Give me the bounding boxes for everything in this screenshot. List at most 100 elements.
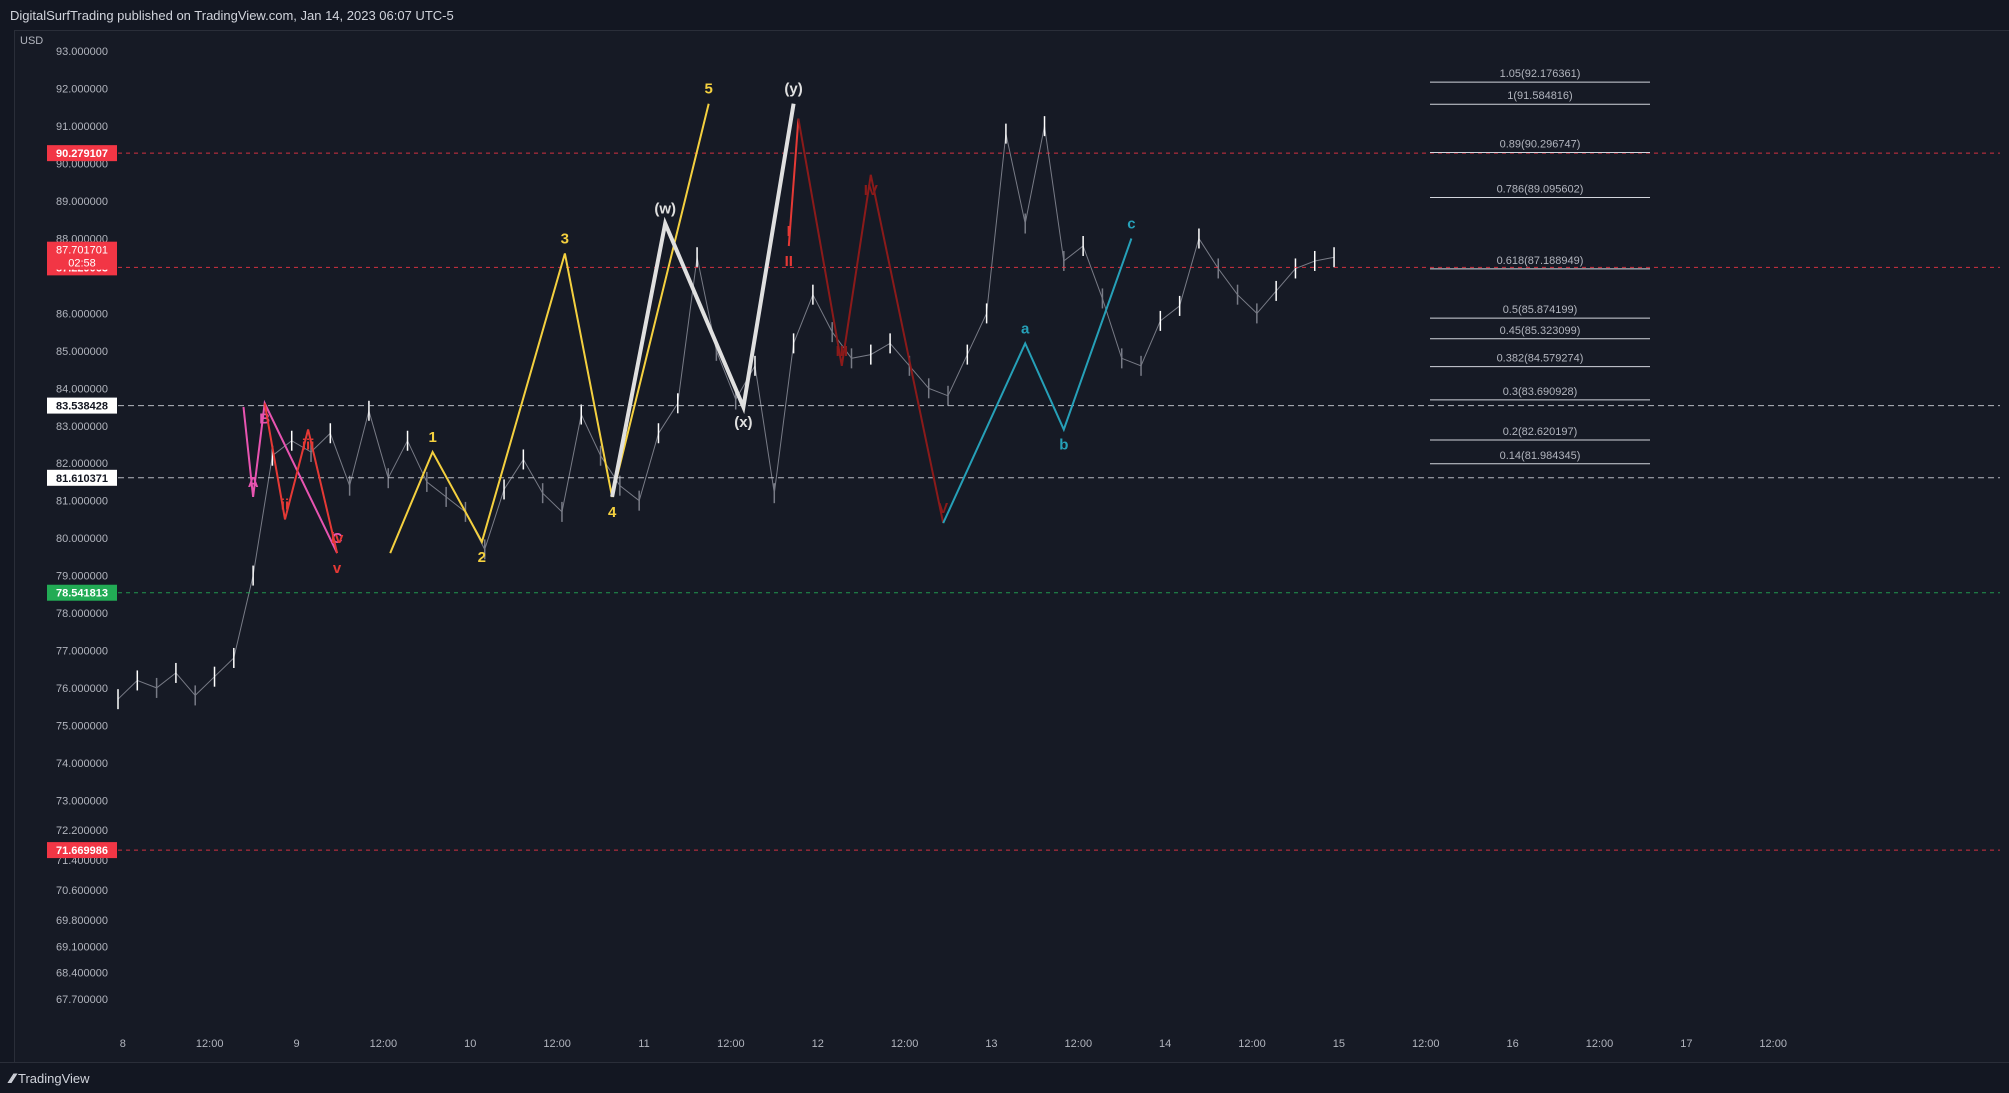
y-tick-label: 91.000000 bbox=[56, 121, 108, 133]
tradingview-logo-icon: ⁄⁄⁄ bbox=[10, 1070, 15, 1086]
wave-label: (y) bbox=[784, 81, 802, 98]
publish-header: DigitalSurfTrading published on TradingV… bbox=[0, 0, 2009, 30]
wave-yellow-path bbox=[389, 103, 710, 554]
wave-label: (x) bbox=[734, 414, 752, 431]
fib-level-label: 0.786(89.095602) bbox=[1497, 183, 1584, 195]
fib-level-label: 0.14(81.984345) bbox=[1500, 450, 1581, 462]
x-tick-label: 12:00 bbox=[1412, 1038, 1440, 1050]
wave-label: 2 bbox=[478, 549, 486, 566]
x-tick-label: 12 bbox=[812, 1038, 824, 1050]
wave-label: c bbox=[1127, 215, 1135, 232]
publish-title: DigitalSurfTrading published on TradingV… bbox=[10, 7, 454, 23]
price-label-text: 90.279107 bbox=[56, 148, 108, 160]
price-label-text: 71.669986 bbox=[56, 845, 108, 857]
fib-level-label: 0.3(83.690928) bbox=[1503, 386, 1578, 398]
price-label-text: 81.610371 bbox=[56, 473, 108, 485]
wave-label: iv bbox=[331, 530, 344, 547]
price-label-box bbox=[47, 397, 117, 414]
y-tick-label: 81.000000 bbox=[56, 496, 108, 508]
wave-white-path bbox=[610, 103, 796, 498]
tradingview-logo[interactable]: ⁄⁄⁄ TradingView bbox=[10, 1070, 90, 1086]
y-tick-label: 77.000000 bbox=[56, 645, 108, 657]
wave-label: V bbox=[938, 500, 948, 517]
fib-level-label: 1(91.584816) bbox=[1507, 90, 1572, 102]
x-tick-label: 13 bbox=[985, 1038, 997, 1050]
price-label-text: 78.541813 bbox=[56, 588, 108, 600]
countdown-text: 02:58 bbox=[68, 258, 96, 270]
y-tick-label: 71.400000 bbox=[56, 855, 108, 867]
x-tick-label: 12:00 bbox=[196, 1038, 224, 1050]
y-tick-label: 86.000000 bbox=[56, 308, 108, 320]
price-label-box bbox=[47, 842, 117, 859]
brand-name: TradingView bbox=[18, 1070, 90, 1086]
wave-label: v bbox=[333, 560, 342, 577]
wave-label: 5 bbox=[704, 81, 712, 98]
wave-label: a bbox=[1021, 320, 1030, 337]
wave-label: iii bbox=[302, 437, 315, 454]
wave-label: IV bbox=[864, 182, 878, 199]
x-tick-label: 16 bbox=[1506, 1038, 1518, 1050]
y-tick-label: 73.000000 bbox=[56, 795, 108, 807]
wave-pink-path bbox=[242, 399, 339, 554]
fib-level-label: 0.45(85.323099) bbox=[1500, 325, 1581, 337]
x-tick-label: 9 bbox=[293, 1038, 299, 1050]
y-axis-unit-label: USD bbox=[20, 35, 43, 47]
y-tick-label: 76.000000 bbox=[56, 683, 108, 695]
current-price-text: 87.701701 bbox=[56, 245, 108, 257]
wave-label: C bbox=[332, 530, 343, 547]
y-tick-label: 69.100000 bbox=[56, 941, 108, 953]
wave-label: 3 bbox=[561, 230, 569, 247]
y-tick-label: 79.000000 bbox=[56, 571, 108, 583]
wave-label: A bbox=[248, 474, 259, 491]
y-tick-label: 89.000000 bbox=[56, 196, 108, 208]
y-tick-label: 90.000000 bbox=[56, 159, 108, 171]
price-label-box bbox=[47, 584, 117, 601]
y-tick-label: 85.000000 bbox=[56, 346, 108, 358]
wave-dark-red-path bbox=[797, 118, 945, 524]
wave-label: 1 bbox=[428, 429, 436, 446]
y-tick-label: 69.800000 bbox=[56, 915, 108, 927]
y-tick-label: 78.000000 bbox=[56, 608, 108, 620]
wave-label: ii bbox=[281, 496, 289, 513]
current-price-badge bbox=[47, 241, 117, 270]
x-tick-label: 12:00 bbox=[891, 1038, 919, 1050]
price-label-text: 83.538428 bbox=[56, 401, 108, 413]
x-tick-label: 8 bbox=[120, 1038, 126, 1050]
x-tick-label: 12:00 bbox=[370, 1038, 398, 1050]
x-tick-label: 12:00 bbox=[1586, 1038, 1614, 1050]
y-tick-label: 80.000000 bbox=[56, 533, 108, 545]
wave-label: II bbox=[785, 253, 793, 270]
y-tick-label: 68.400000 bbox=[56, 968, 108, 980]
footer-bar: ⁄⁄⁄ TradingView bbox=[0, 1062, 2009, 1093]
x-tick-label: 15 bbox=[1333, 1038, 1345, 1050]
y-tick-label: 72.200000 bbox=[56, 825, 108, 837]
wave-label: I bbox=[787, 223, 791, 240]
fib-level-label: 0.2(82.620197) bbox=[1503, 426, 1578, 438]
x-tick-label: 14 bbox=[1159, 1038, 1171, 1050]
wave-teal-path bbox=[942, 238, 1133, 524]
wave-label: III bbox=[836, 343, 849, 360]
fib-level-label: 0.89(90.296747) bbox=[1500, 138, 1581, 150]
y-tick-label: 74.000000 bbox=[56, 758, 108, 770]
x-tick-label: 10 bbox=[464, 1038, 476, 1050]
wave-red-circle-path bbox=[263, 403, 339, 554]
y-tick-label: 93.000000 bbox=[56, 46, 108, 58]
y-tick-label: 82.000000 bbox=[56, 458, 108, 470]
fib-level-label: 0.618(87.188949) bbox=[1497, 255, 1584, 267]
wave-label: b bbox=[1059, 437, 1068, 454]
y-tick-label: 75.000000 bbox=[56, 720, 108, 732]
wave-label: (w) bbox=[654, 201, 676, 218]
x-tick-label: 12:00 bbox=[543, 1038, 571, 1050]
wave-red-path bbox=[787, 118, 800, 247]
chart-panel[interactable] bbox=[14, 30, 2009, 1063]
x-tick-label: 12:00 bbox=[717, 1038, 745, 1050]
price-label-box bbox=[47, 469, 117, 486]
price-chart[interactable]: USD 93.000000 92.000000 91.000000 90.000000 8… bbox=[0, 0, 2009, 1062]
fib-level-label: 0.5(85.874199) bbox=[1503, 304, 1578, 316]
wave-label: B bbox=[259, 410, 270, 427]
x-tick-label: 17 bbox=[1680, 1038, 1692, 1050]
x-tick-label: 11 bbox=[638, 1038, 649, 1050]
y-tick-label: 67.700000 bbox=[56, 994, 108, 1006]
y-tick-label: 84.000000 bbox=[56, 383, 108, 395]
price-label-box bbox=[47, 145, 117, 162]
